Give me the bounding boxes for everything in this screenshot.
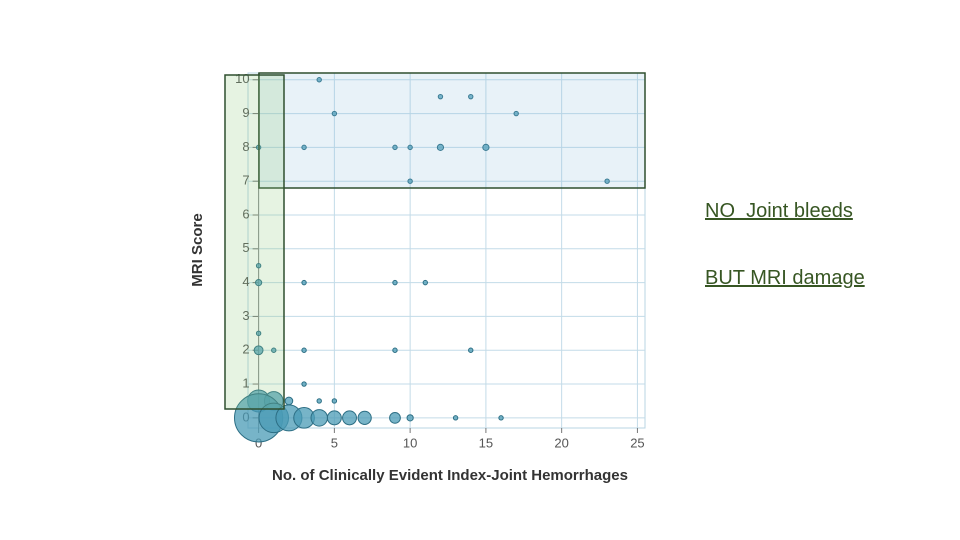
y-tick-label: 5 — [242, 240, 249, 255]
bubble — [436, 143, 445, 151]
bubble — [310, 409, 328, 427]
y-tick-label: 3 — [242, 308, 249, 323]
plot-area: 0123456789100510152025 — [234, 71, 646, 450]
bubble — [406, 414, 414, 422]
annotation: BUT MRI damage — [705, 267, 865, 289]
bubble — [452, 415, 459, 421]
bubble — [326, 410, 342, 426]
x-axis-title: No. of Clinically Evident Index-Joint He… — [272, 467, 628, 484]
y-tick-label: 7 — [242, 173, 249, 188]
bubble — [331, 398, 338, 404]
bubble — [316, 398, 322, 404]
bubble — [357, 410, 372, 425]
bubble — [254, 279, 263, 287]
bubble — [331, 110, 338, 117]
bubble — [498, 415, 504, 421]
high-mri-region — [258, 72, 646, 189]
y-tick-label: 9 — [242, 105, 249, 120]
x-tick-label: 0 — [255, 435, 262, 450]
x-tick-label: 25 — [630, 435, 644, 450]
bubble — [271, 347, 277, 353]
bubble — [301, 279, 307, 286]
bubble — [513, 110, 519, 117]
bubble — [316, 77, 322, 83]
y-tick-label: 2 — [242, 342, 249, 357]
bubble — [437, 93, 444, 100]
y-axis-title: MRI Score — [189, 213, 206, 286]
no-bleeds-region — [224, 74, 285, 410]
bubble — [407, 178, 413, 184]
y-tick-label: 6 — [242, 206, 249, 221]
bubble — [604, 178, 610, 184]
y-tick-label: 1 — [242, 375, 249, 390]
bubble — [301, 381, 307, 387]
bubble — [342, 410, 357, 426]
bubble — [422, 279, 428, 286]
bubble — [468, 93, 474, 100]
bubble — [468, 347, 474, 353]
bubble — [301, 347, 307, 353]
x-tick-label: 15 — [479, 435, 493, 450]
y-tick-label: 4 — [242, 274, 249, 289]
bubble — [284, 396, 294, 406]
bubble — [482, 143, 490, 151]
bubble — [255, 263, 262, 269]
x-tick-label: 5 — [331, 435, 338, 450]
bubble — [389, 411, 401, 424]
bubble — [392, 279, 398, 286]
bubble — [392, 347, 398, 353]
y-tick-label: 8 — [242, 139, 249, 154]
bubble — [255, 330, 262, 337]
annotation: NO Joint bleeds — [705, 200, 853, 222]
bubble — [253, 345, 264, 356]
x-tick-label: 20 — [554, 435, 568, 450]
bubble — [407, 144, 413, 151]
bubble — [392, 144, 398, 151]
bubble — [301, 144, 307, 151]
x-tick-label: 10 — [403, 435, 417, 450]
